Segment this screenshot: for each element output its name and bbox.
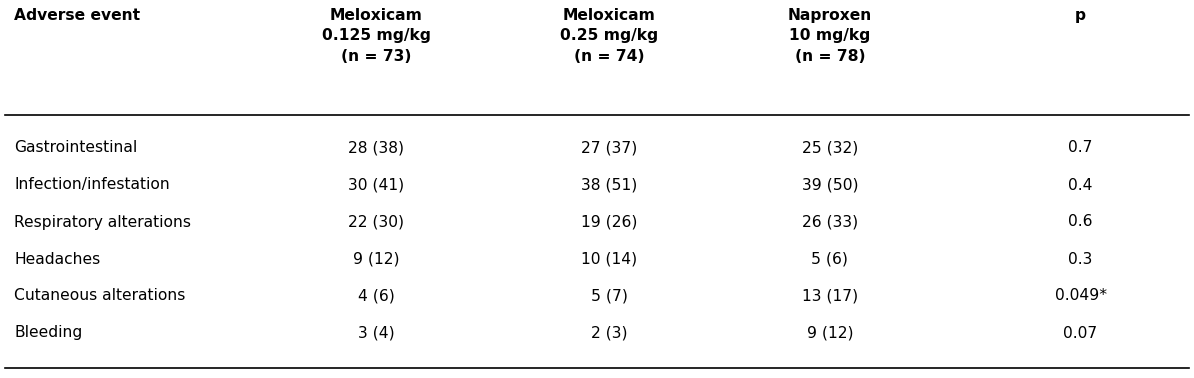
Text: 22 (30): 22 (30) [349, 214, 404, 229]
Text: 27 (37): 27 (37) [580, 141, 638, 155]
Text: Headaches: Headaches [14, 251, 100, 266]
Text: 28 (38): 28 (38) [349, 141, 404, 155]
Text: 0.07: 0.07 [1064, 325, 1097, 341]
Text: Meloxicam
0.25 mg/kg
(n = 74): Meloxicam 0.25 mg/kg (n = 74) [560, 8, 658, 64]
Text: 13 (17): 13 (17) [801, 288, 858, 304]
Text: 30 (41): 30 (41) [347, 178, 405, 192]
Text: Adverse event: Adverse event [14, 8, 141, 23]
Text: 4 (6): 4 (6) [358, 288, 394, 304]
Text: 38 (51): 38 (51) [580, 178, 638, 192]
Text: 2 (3): 2 (3) [591, 325, 627, 341]
Text: 5 (6): 5 (6) [812, 251, 848, 266]
Text: Gastrointestinal: Gastrointestinal [14, 141, 137, 155]
Text: 3 (4): 3 (4) [358, 325, 394, 341]
Text: 9 (12): 9 (12) [353, 251, 399, 266]
Text: 0.6: 0.6 [1069, 214, 1093, 229]
Text: 0.049*: 0.049* [1054, 288, 1107, 304]
Text: Meloxicam
0.125 mg/kg
(n = 73): Meloxicam 0.125 mg/kg (n = 73) [321, 8, 431, 64]
Text: 0.3: 0.3 [1069, 251, 1093, 266]
Text: p: p [1075, 8, 1087, 23]
Text: Naproxen
10 mg/kg
(n = 78): Naproxen 10 mg/kg (n = 78) [788, 8, 872, 64]
Text: 0.4: 0.4 [1069, 178, 1093, 192]
Text: Infection/infestation: Infection/infestation [14, 178, 170, 192]
Text: 19 (26): 19 (26) [580, 214, 638, 229]
Text: 25 (32): 25 (32) [801, 141, 858, 155]
Text: Cutaneous alterations: Cutaneous alterations [14, 288, 186, 304]
Text: Respiratory alterations: Respiratory alterations [14, 214, 191, 229]
Text: Bleeding: Bleeding [14, 325, 82, 341]
Text: 26 (33): 26 (33) [801, 214, 858, 229]
Text: 10 (14): 10 (14) [580, 251, 638, 266]
Text: 5 (7): 5 (7) [591, 288, 627, 304]
Text: 39 (50): 39 (50) [801, 178, 858, 192]
Text: 0.7: 0.7 [1069, 141, 1093, 155]
Text: 9 (12): 9 (12) [807, 325, 853, 341]
